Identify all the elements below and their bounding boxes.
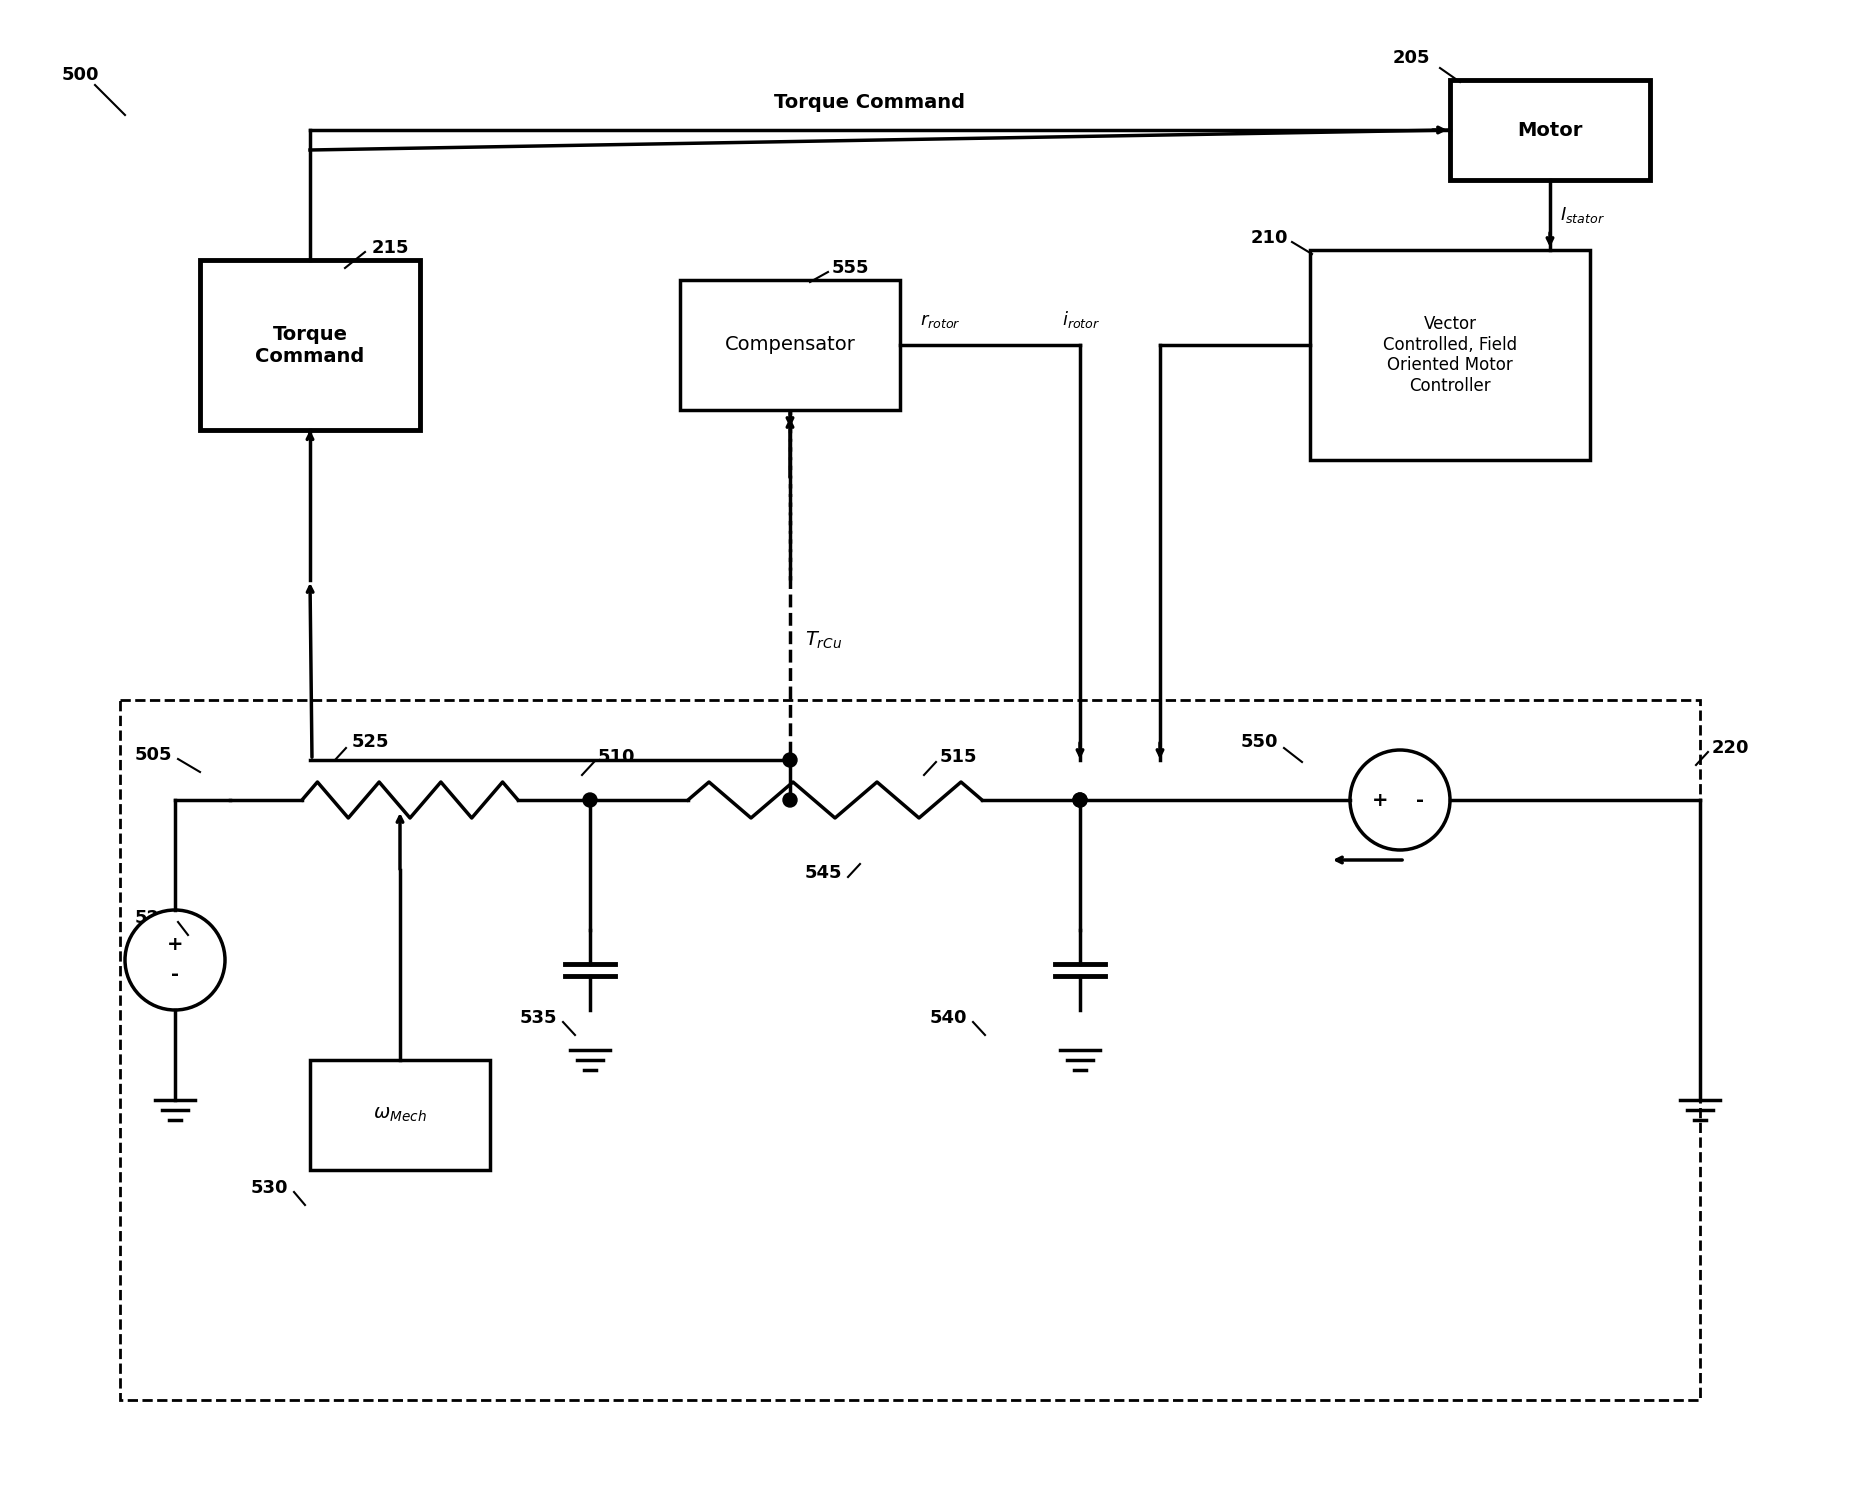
Circle shape xyxy=(782,753,797,767)
Text: 515: 515 xyxy=(940,747,977,765)
Text: $\omega_{Mech}$: $\omega_{Mech}$ xyxy=(373,1106,427,1125)
Text: Vector
Controlled, Field
Oriented Motor
Controller: Vector Controlled, Field Oriented Motor … xyxy=(1382,315,1517,395)
Text: 525: 525 xyxy=(351,733,390,750)
Text: $r_{rotor}$: $r_{rotor}$ xyxy=(919,312,960,330)
Text: 535: 535 xyxy=(520,1009,557,1027)
Text: 545: 545 xyxy=(804,863,841,883)
Text: -: - xyxy=(1415,791,1422,810)
Text: 205: 205 xyxy=(1391,49,1430,67)
Text: +: + xyxy=(1370,791,1387,810)
Text: $T_{rCu}$: $T_{rCu}$ xyxy=(804,630,841,651)
Text: 510: 510 xyxy=(598,747,635,765)
Bar xyxy=(680,279,899,410)
Text: Torque
Command: Torque Command xyxy=(254,324,364,366)
Text: +: + xyxy=(167,936,184,954)
Circle shape xyxy=(124,909,225,1010)
Bar xyxy=(121,700,1699,1400)
Text: $i_{rotor}$: $i_{rotor}$ xyxy=(1060,309,1099,330)
Bar xyxy=(1309,250,1590,461)
Circle shape xyxy=(1073,794,1086,807)
Text: Torque Command: Torque Command xyxy=(774,94,966,111)
Text: 210: 210 xyxy=(1250,229,1287,247)
Text: Compensator: Compensator xyxy=(724,336,854,355)
Bar xyxy=(201,260,420,429)
Bar xyxy=(1448,80,1649,180)
Text: 505: 505 xyxy=(134,746,173,764)
Text: 540: 540 xyxy=(928,1009,966,1027)
Text: 550: 550 xyxy=(1240,733,1278,750)
Text: 215: 215 xyxy=(371,239,409,257)
Text: $I_{stator}$: $I_{stator}$ xyxy=(1560,205,1604,224)
Text: 530: 530 xyxy=(251,1178,288,1198)
Text: Motor: Motor xyxy=(1517,120,1582,140)
Circle shape xyxy=(1073,794,1086,807)
Bar xyxy=(310,1060,490,1169)
Text: 555: 555 xyxy=(832,259,869,276)
Text: 500: 500 xyxy=(61,65,100,85)
Circle shape xyxy=(1350,750,1448,850)
Circle shape xyxy=(583,794,596,807)
Text: 220: 220 xyxy=(1710,739,1749,756)
Text: -: - xyxy=(171,966,178,985)
Text: 520: 520 xyxy=(134,909,173,927)
Circle shape xyxy=(782,794,797,807)
